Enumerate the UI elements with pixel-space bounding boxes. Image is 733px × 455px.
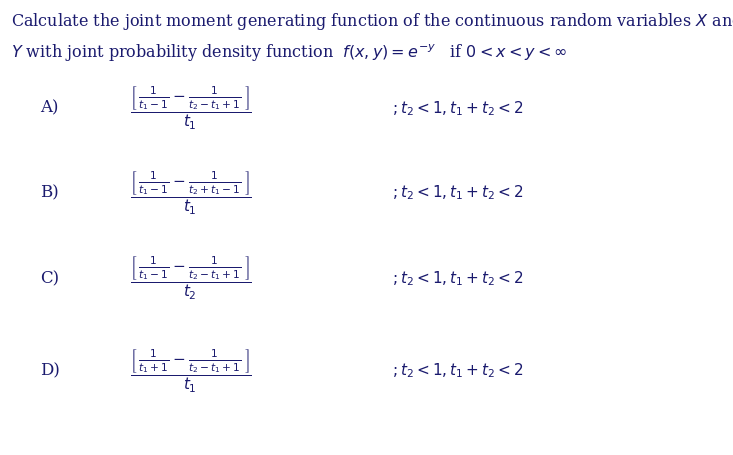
Text: B): B) [40, 184, 59, 202]
Text: $\dfrac{\left[\,\frac{1}{t_1-1}-\frac{1}{t_2+t_1-1}\,\right]}{t_1}$: $\dfrac{\left[\,\frac{1}{t_1-1}-\frac{1}… [130, 169, 251, 217]
Text: C): C) [40, 270, 59, 287]
Text: D): D) [40, 362, 60, 379]
Text: $;t_2<1,t_1+t_2<2$: $;t_2<1,t_1+t_2<2$ [392, 269, 524, 288]
Text: A): A) [40, 100, 59, 117]
Text: $;t_2<1,t_1+t_2<2$: $;t_2<1,t_1+t_2<2$ [392, 183, 524, 202]
Text: Calculate the joint moment generating function of the continuous random variable: Calculate the joint moment generating fu… [11, 11, 733, 32]
Text: $\dfrac{\left[\,\frac{1}{t_1-1}-\frac{1}{t_2-t_1+1}\,\right]}{t_2}$: $\dfrac{\left[\,\frac{1}{t_1-1}-\frac{1}… [130, 255, 251, 302]
Text: $Y$ with joint probability density function  $f(x,y)=e^{-y}$   if $0<x<y<\infty$: $Y$ with joint probability density funct… [11, 42, 567, 63]
Text: $\dfrac{\left[\,\frac{1}{t_1+1}-\frac{1}{t_2-t_1+1}\,\right]}{t_1}$: $\dfrac{\left[\,\frac{1}{t_1+1}-\frac{1}… [130, 347, 251, 394]
Text: $;t_2<1,t_1+t_2<2$: $;t_2<1,t_1+t_2<2$ [392, 361, 524, 380]
Text: $;t_2<1,t_1+t_2<2$: $;t_2<1,t_1+t_2<2$ [392, 99, 524, 118]
Text: $\dfrac{\left[\,\frac{1}{t_1-1}-\frac{1}{t_2-t_1+1}\,\right]}{t_1}$: $\dfrac{\left[\,\frac{1}{t_1-1}-\frac{1}… [130, 85, 251, 132]
